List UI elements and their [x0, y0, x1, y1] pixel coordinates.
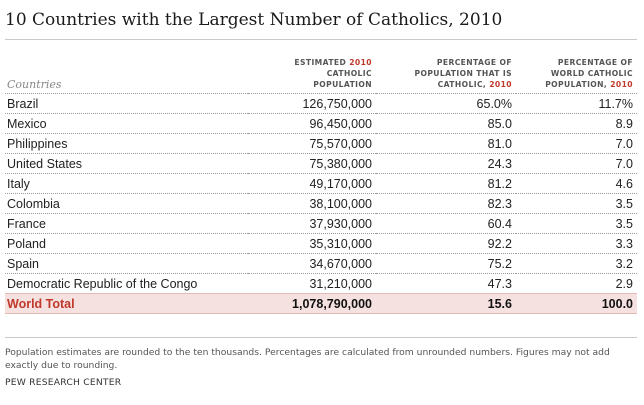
table-row: Brazil 126,750,000 65.0% 11.7%: [5, 93, 637, 114]
population-cell: 126,750,000: [248, 93, 376, 114]
pct-population-cell: 85.0: [376, 113, 516, 134]
population-cell: 75,570,000: [248, 133, 376, 154]
header-pct-world-year: 2010: [610, 80, 633, 89]
country-cell: Spain: [5, 253, 248, 274]
pct-world-cell: 3.5: [516, 213, 637, 234]
table-row: United States 75,380,000 24.3 7.0: [5, 153, 637, 174]
source-credit: PEW RESEARCH CENTER: [5, 377, 122, 388]
total-population: 1,078,790,000: [248, 293, 376, 314]
table-row: Spain 34,670,000 75.2 3.2: [5, 253, 637, 274]
table-row: Democratic Republic of the Congo 31,210,…: [5, 273, 637, 294]
population-cell: 96,450,000: [248, 113, 376, 134]
pct-world-cell: 3.5: [516, 193, 637, 214]
total-pct-world: 100.0: [516, 293, 637, 314]
population-cell: 34,670,000: [248, 253, 376, 274]
pct-world-cell: 3.3: [516, 233, 637, 254]
page-title: 10 Countries with the Largest Number of …: [5, 10, 503, 30]
pct-world-cell: 3.2: [516, 253, 637, 274]
header-population-line2: CATHOLIC: [326, 69, 372, 78]
pct-world-cell: 7.0: [516, 133, 637, 154]
population-cell: 35,310,000: [248, 233, 376, 254]
footnote: Population estimates are rounded to the …: [5, 347, 610, 371]
pct-world-cell: 7.0: [516, 153, 637, 174]
header-pct-world-line1: PERCENTAGE OF: [557, 58, 633, 67]
pct-population-cell: 81.0: [376, 133, 516, 154]
table-row: Colombia 38,100,000 82.3 3.5: [5, 193, 637, 214]
pct-world-cell: 11.7%: [516, 93, 637, 114]
header-pct-world: PERCENTAGE OF WORLD CATHOLIC POPULATION,…: [516, 50, 637, 94]
header-pct-population-line1: PERCENTAGE OF: [436, 58, 512, 67]
country-cell: Mexico: [5, 113, 248, 134]
total-pct-population: 15.6: [376, 293, 516, 314]
header-pct-population: PERCENTAGE OF POPULATION THAT IS CATHOLI…: [376, 50, 516, 94]
header-population-year: 2010: [349, 58, 372, 67]
header-pct-world-line2: WORLD CATHOLIC: [550, 69, 633, 78]
country-cell: Philippines: [5, 133, 248, 154]
population-cell: 37,930,000: [248, 213, 376, 234]
table-row: Philippines 75,570,000 81.0 7.0: [5, 133, 637, 154]
population-cell: 75,380,000: [248, 153, 376, 174]
pct-population-cell: 65.0%: [376, 93, 516, 114]
pct-population-cell: 82.3: [376, 193, 516, 214]
population-cell: 38,100,000: [248, 193, 376, 214]
pct-population-cell: 24.3: [376, 153, 516, 174]
header-population-line1: ESTIMATED: [294, 58, 350, 67]
header-pct-population-year: 2010: [489, 80, 512, 89]
country-cell: United States: [5, 153, 248, 174]
pct-population-cell: 60.4: [376, 213, 516, 234]
header-row: Countries ESTIMATED 2010 CATHOLIC POPULA…: [5, 50, 637, 94]
header-pct-population-line2: POPULATION THAT IS: [414, 69, 512, 78]
country-cell: Democratic Republic of the Congo: [5, 273, 248, 294]
table-row: Italy 49,170,000 81.2 4.6: [5, 173, 637, 194]
header-pct-population-line3: CATHOLIC,: [437, 80, 490, 89]
footer-divider: [5, 337, 637, 338]
header-population-line3: POPULATION: [313, 80, 372, 89]
pct-population-cell: 75.2: [376, 253, 516, 274]
country-cell: Brazil: [5, 93, 248, 114]
header-countries: Countries: [7, 78, 62, 91]
header-pct-world-line3: POPULATION,: [545, 80, 611, 89]
country-cell: Poland: [5, 233, 248, 254]
country-cell: Colombia: [5, 193, 248, 214]
pct-population-cell: 47.3: [376, 273, 516, 294]
header-population: ESTIMATED 2010 CATHOLIC POPULATION: [248, 50, 376, 94]
pct-world-cell: 4.6: [516, 173, 637, 194]
country-cell: France: [5, 213, 248, 234]
pct-world-cell: 8.9: [516, 113, 637, 134]
total-label: World Total: [5, 293, 248, 314]
population-cell: 31,210,000: [248, 273, 376, 294]
table-row: Poland 35,310,000 92.2 3.3: [5, 233, 637, 254]
table-row: France 37,930,000 60.4 3.5: [5, 213, 637, 234]
total-row: World Total 1,078,790,000 15.6 100.0: [5, 293, 637, 314]
country-cell: Italy: [5, 173, 248, 194]
pct-population-cell: 92.2: [376, 233, 516, 254]
population-cell: 49,170,000: [248, 173, 376, 194]
table-row: Mexico 96,450,000 85.0 8.9: [5, 113, 637, 134]
pct-world-cell: 2.9: [516, 273, 637, 294]
title-divider: [5, 39, 637, 40]
catholics-table: Countries ESTIMATED 2010 CATHOLIC POPULA…: [5, 50, 637, 314]
pct-population-cell: 81.2: [376, 173, 516, 194]
